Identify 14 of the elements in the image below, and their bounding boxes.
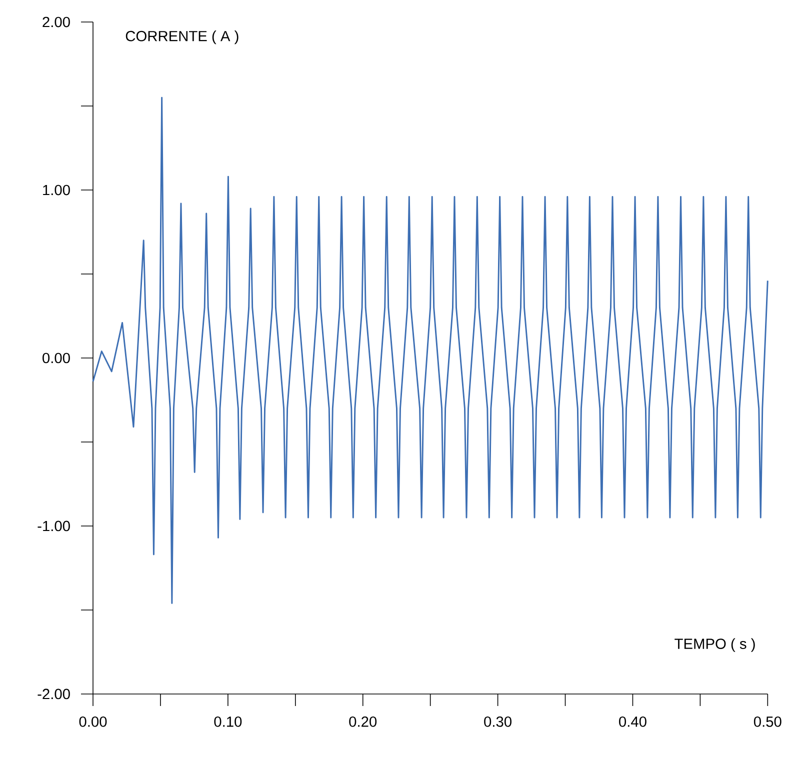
x-tick-label: 0.00 [79, 716, 107, 727]
y-tick-label: 2.00 [42, 16, 70, 28]
x-tick-label: 0.10 [214, 716, 242, 727]
x-tick-label: 0.50 [754, 716, 782, 727]
y-tick-label: -1.00 [38, 520, 70, 532]
x-axis-title: TEMPO ( s ) [674, 638, 755, 652]
y-tick-label: -2.00 [38, 688, 70, 700]
x-tick-label: 0.20 [349, 716, 377, 727]
y-tick-label: 1.00 [43, 184, 70, 196]
x-tick-label: 0.30 [484, 716, 512, 727]
line-series [92, 96, 768, 604]
x-tick-label: 0.40 [619, 716, 646, 727]
y-axis-title: CORRENTE ( A ) [126, 30, 238, 44]
y-tick-label: 0.00 [42, 352, 70, 364]
